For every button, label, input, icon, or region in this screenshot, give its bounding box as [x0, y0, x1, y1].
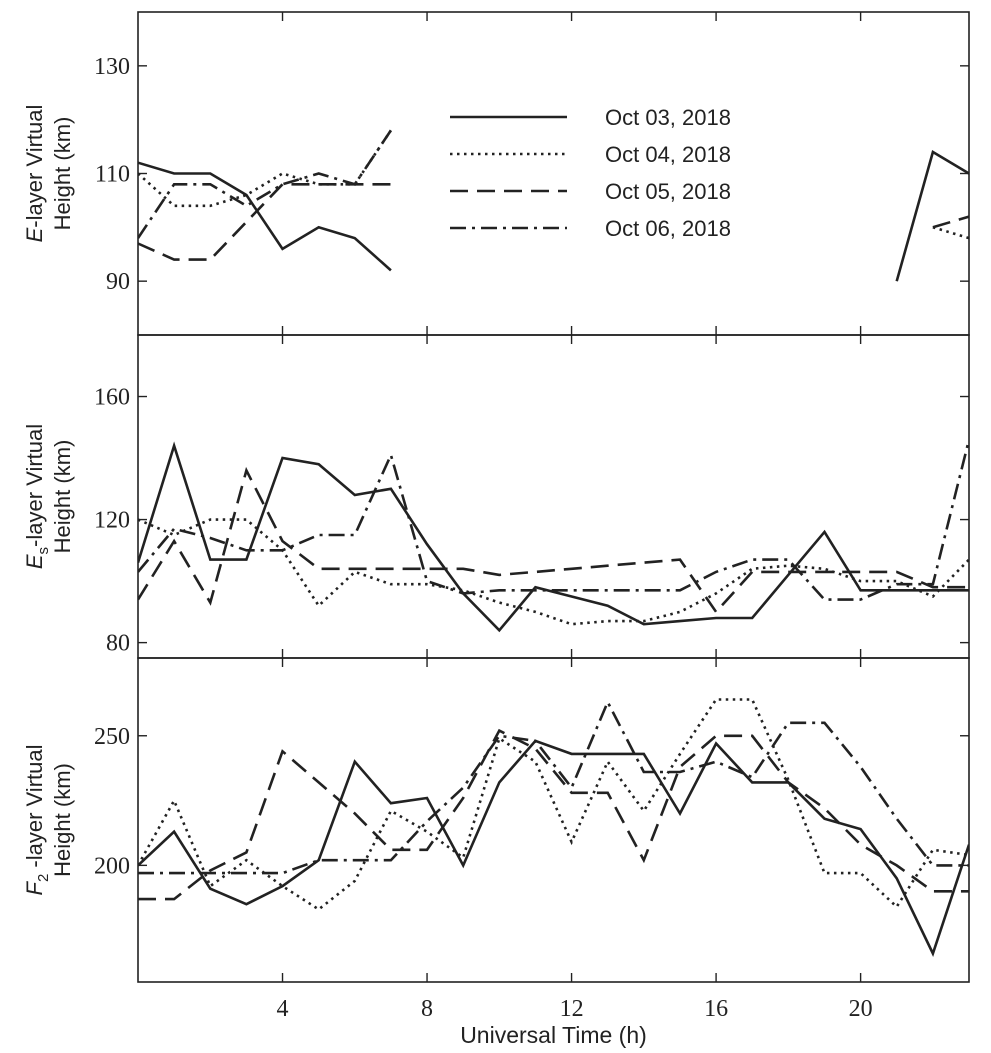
y-axis-title-rest: -layer Virtual	[22, 424, 47, 547]
legend-label: Oct 05, 2018	[605, 179, 731, 204]
y-axis-title: F2 -layer Virtual	[22, 745, 52, 896]
x-axis-title: Universal Time (h)	[460, 1022, 647, 1048]
panel-f2-layer: 200 250 F2 -layer Virtual Height (km) 4 8 12 16…	[22, 657, 970, 1048]
y-axis-title-subscript: s	[35, 547, 52, 555]
panel-frame	[137, 11, 970, 336]
series-line-dashed	[932, 215, 969, 229]
y-tick-label: 200	[94, 853, 130, 879]
y-axis-title: E-layer Virtual	[22, 105, 47, 243]
panel-es-layer: 80 120 160 Es-layer Virtual Height (km)	[22, 334, 970, 659]
y-axis-title-italic: E	[22, 227, 47, 242]
legend-label: Oct 06, 2018	[605, 216, 731, 241]
series-line-dotted	[138, 518, 969, 626]
series-line-dashdot	[138, 439, 969, 601]
x-tick-label: 16	[704, 996, 728, 1022]
x-tick-label: 8	[421, 996, 433, 1022]
series-line-dashed	[138, 466, 969, 614]
y-tick-label: 160	[94, 385, 130, 411]
legend-label: Oct 04, 2018	[605, 142, 731, 167]
y-tick-label: 120	[94, 508, 130, 534]
y-axis-title-rest: -layer Virtual	[22, 745, 47, 874]
series-line-dashed	[138, 728, 969, 901]
x-tick-label: 12	[560, 996, 584, 1022]
y-tick-label: 90	[106, 269, 130, 295]
y-axis-title-italic: E	[22, 554, 47, 569]
series-line-solid	[138, 161, 392, 272]
series-line-solid	[138, 739, 969, 957]
x-tick-label: 20	[849, 996, 873, 1022]
series-line-solid	[138, 441, 969, 633]
panel-frame	[137, 657, 970, 983]
series-line-solid	[895, 150, 969, 282]
y-tick-label: 110	[95, 162, 130, 188]
panel-frame	[137, 334, 970, 659]
y-axis-title-italic: F	[22, 881, 47, 896]
y-tick-label: 130	[94, 54, 130, 80]
legend-label: Oct 03, 2018	[605, 105, 731, 130]
y-tick-label: 80	[106, 631, 130, 657]
series-line-dotted	[932, 226, 969, 240]
series-line-dashdot	[138, 129, 392, 239]
y-axis-title-line2: Height (km)	[50, 440, 75, 554]
y-axis-title-subscript: 2	[35, 874, 52, 882]
y-axis-title-rest: -layer Virtual	[22, 105, 47, 228]
series-line-dashed	[138, 183, 391, 261]
y-axis-title-line2: Height (km)	[50, 763, 75, 877]
y-tick-label: 250	[94, 724, 130, 750]
y-axis-title: Es-layer Virtual	[22, 424, 52, 569]
series-line-dotted	[138, 698, 969, 911]
panel-e-layer: 90 110 130 E-layer Virtual Height (km) Oct 03…	[22, 11, 970, 336]
y-axis-title-line2: Height (km)	[50, 117, 75, 231]
series-line-dashdot	[138, 699, 969, 875]
x-tick-label: 4	[277, 996, 289, 1022]
